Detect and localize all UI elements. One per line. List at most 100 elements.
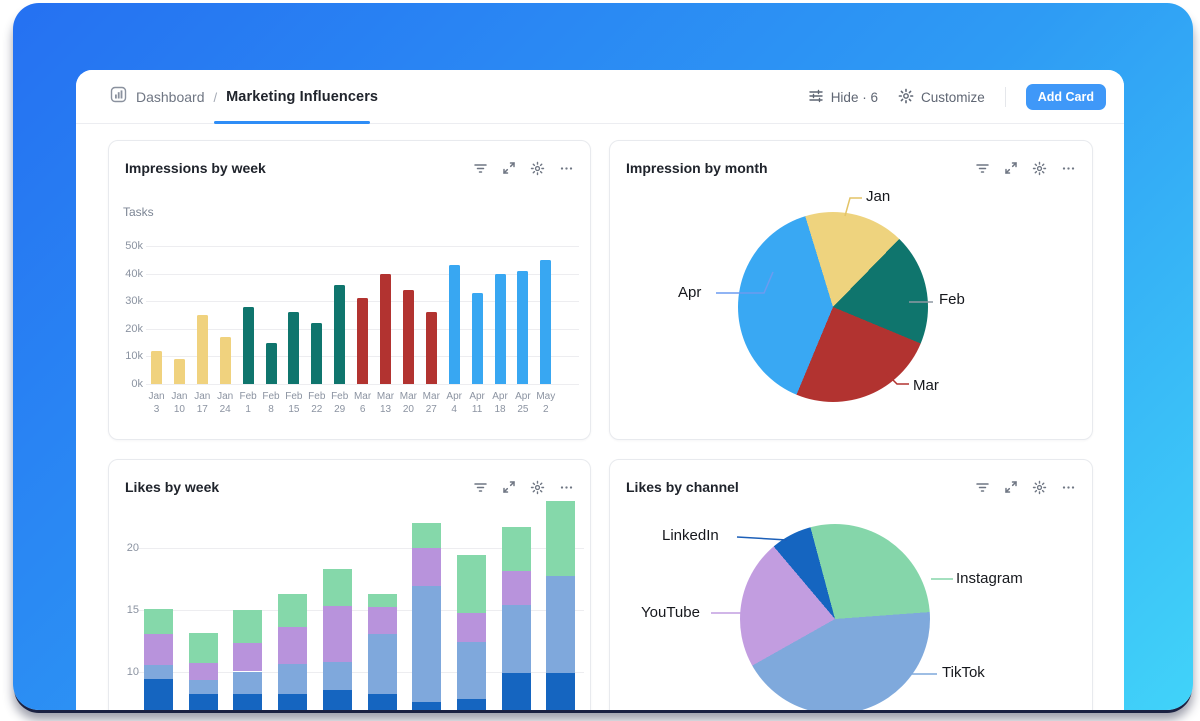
bar-jan-24[interactable] [219,337,231,384]
filter-icon[interactable] [975,161,990,176]
series-dark-blue-bar[interactable] [501,672,531,710]
gridline [146,273,579,275]
settings-icon[interactable] [530,480,545,495]
y-tick-label: 50k [125,240,143,252]
pie-label-apr: Apr [678,284,702,301]
dashboard-window: Dashboard / Marketing Influencers Hide ·… [76,70,1124,710]
breadcrumb-dashboard[interactable]: Dashboard [136,89,205,105]
series-green-bar[interactable] [144,608,173,635]
more-icon[interactable] [1061,161,1076,176]
page-background: Dashboard / Marketing Influencers Hide ·… [13,3,1193,710]
add-card-button[interactable]: Add Card [1025,84,1106,110]
bar-mar-20[interactable] [402,290,414,384]
impression-by-month-pie[interactable] [738,212,928,402]
series-light-blue-bar[interactable] [456,641,486,699]
series-dark-blue-bar[interactable] [188,693,218,710]
y-tick-label: 20 [126,542,139,554]
expand-icon[interactable] [502,161,516,175]
series-purple-bar[interactable] [144,634,173,666]
series-purple-bar[interactable] [278,627,308,665]
series-green-bar[interactable] [412,523,442,548]
bar-apr-18[interactable] [494,273,506,384]
series-purple-bar[interactable] [456,613,486,642]
x-tick-label: Feb 29 [331,391,349,415]
settings-icon[interactable] [1032,161,1047,176]
series-green-bar[interactable] [322,568,352,607]
bar-feb-29[interactable] [334,284,346,384]
hide-button[interactable]: Hide · 6 [808,88,878,107]
series-green-bar[interactable] [367,593,397,608]
series-light-blue-bar[interactable] [501,604,531,673]
bar-mar-6[interactable] [357,298,369,384]
series-light-blue-bar[interactable] [367,634,397,694]
bar-apr-25[interactable] [517,270,529,384]
x-tick-label: Apr 18 [492,391,508,415]
series-purple-bar[interactable] [367,607,397,635]
bar-may-2[interactable] [540,259,552,384]
y-tick-label: 0k [131,378,143,390]
series-light-blue-bar[interactable] [278,664,308,694]
x-tick-label: Feb 8 [262,391,280,415]
series-green-bar[interactable] [278,593,308,628]
series-purple-bar[interactable] [233,643,263,672]
bar-feb-8[interactable] [265,342,277,384]
series-light-blue-bar[interactable] [188,680,218,694]
bar-mar-27[interactable] [425,312,437,384]
pie-label-youtube: YouTube [641,604,700,621]
series-green-bar[interactable] [546,501,576,577]
hide-label: Hide · 6 [830,89,878,105]
series-green-bar[interactable] [456,555,486,614]
series-light-blue-bar[interactable] [233,671,263,694]
series-purple-bar[interactable] [412,548,442,587]
filter-icon[interactable] [473,480,488,495]
series-dark-blue-bar[interactable] [233,693,263,710]
customize-button[interactable]: Customize [898,88,985,107]
more-icon[interactable] [559,161,574,176]
bar-jan-10[interactable] [173,359,185,384]
more-icon[interactable] [1061,480,1076,495]
gridline [146,384,579,385]
series-light-blue-bar[interactable] [546,576,576,673]
bar-feb-22[interactable] [311,323,323,384]
pie-label-tiktok: TikTok [942,664,985,681]
bar-feb-1[interactable] [242,306,254,384]
series-dark-blue-bar[interactable] [278,693,308,710]
y-tick-label: 30k [125,295,143,308]
series-purple-bar[interactable] [188,662,218,681]
expand-icon[interactable] [1004,161,1018,175]
filter-icon[interactable] [473,161,488,176]
series-dark-blue-bar[interactable] [322,690,352,710]
series-dark-blue-bar[interactable] [456,698,486,710]
card-title: Likes by channel [626,479,739,495]
card-likes-by-channel: Likes by channel LinkedIn Instagram YouT… [609,459,1093,710]
series-dark-blue-bar[interactable] [546,672,576,710]
series-light-blue-bar[interactable] [322,661,352,690]
bar-apr-4[interactable] [448,265,460,384]
more-icon[interactable] [559,480,574,495]
tab-marketing-influencers[interactable]: Marketing Influencers [226,89,379,105]
expand-icon[interactable] [502,480,516,494]
bar-jan-17[interactable] [196,315,208,384]
series-green-bar[interactable] [233,609,263,644]
series-dark-blue-bar[interactable] [412,702,442,710]
likes-by-channel-pie[interactable] [740,524,930,710]
bar-mar-13[interactable] [380,273,391,384]
series-light-blue-bar[interactable] [144,665,173,679]
series-dark-blue-bar[interactable] [367,693,397,710]
series-green-bar[interactable] [501,527,531,572]
card-impressions-by-week: Impressions by week Tasks 0k 10k 20k 30k 40k… [108,140,591,440]
series-light-blue-bar[interactable] [412,586,442,703]
filter-icon[interactable] [975,480,990,495]
bar-jan-3[interactable] [151,350,162,384]
series-purple-bar[interactable] [501,571,531,605]
settings-icon[interactable] [1032,480,1047,495]
series-purple-bar[interactable] [322,606,352,662]
y-tick-label: 10k [125,350,143,363]
settings-icon[interactable] [530,161,545,176]
series-dark-blue-bar[interactable] [144,678,173,710]
bar-apr-11[interactable] [471,292,483,384]
series-green-bar[interactable] [188,633,218,663]
bar-feb-15[interactable] [288,312,300,384]
gridline [137,671,584,673]
expand-icon[interactable] [1004,480,1018,494]
